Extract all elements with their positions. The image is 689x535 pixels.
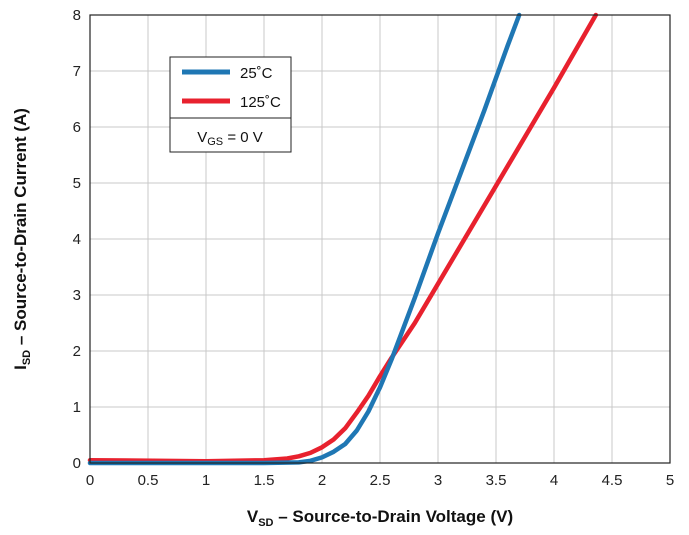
legend-label-125c: 125˚C bbox=[240, 94, 281, 111]
x-tick-label: 3 bbox=[434, 472, 442, 489]
x-axis-title-rest: – Source-to-Drain Voltage (V) bbox=[274, 507, 514, 526]
x-tick-label: 0.5 bbox=[138, 472, 159, 489]
series-line-125Cc bbox=[87, 12, 599, 464]
x-tick-label: 1 bbox=[202, 472, 210, 489]
plot-frame bbox=[89, 14, 671, 464]
y-tick-label: 6 bbox=[73, 119, 81, 136]
legend-condition: VGS = 0 V bbox=[197, 129, 263, 148]
x-tick-label: 5 bbox=[666, 472, 674, 489]
y-tick-labels: 0 1 2 3 4 5 6 7 8 bbox=[73, 7, 81, 472]
y-tick-label: 1 bbox=[73, 399, 81, 416]
x-tick-label: 2 bbox=[318, 472, 326, 489]
y-axis-title-rest: – Source-to-Drain Current (A) bbox=[11, 108, 30, 350]
x-tick-label: 4 bbox=[550, 472, 558, 489]
y-tick-label: 4 bbox=[73, 231, 81, 248]
x-tick-label: 1.5 bbox=[254, 472, 275, 489]
series-line-25Cc bbox=[87, 12, 522, 466]
x-tick-labels: 0 0.5 1 1.5 2 2.5 3 3.5 4 4.5 5 bbox=[86, 472, 674, 489]
y-tick-label: 7 bbox=[73, 63, 81, 80]
x-tick-label: 3.5 bbox=[486, 472, 507, 489]
x-axis-title: VSD – Source-to-Drain Voltage (V) bbox=[247, 507, 513, 529]
legend: 25˚C 125˚C VGS = 0 V bbox=[169, 56, 292, 153]
y-tick-label: 2 bbox=[73, 343, 81, 360]
x-axis-title-sub: SD bbox=[258, 517, 273, 529]
legend-condition-sub: GS bbox=[207, 136, 223, 148]
y-axis-title-main: I bbox=[11, 365, 30, 370]
x-tick-label: 2.5 bbox=[370, 472, 391, 489]
legend-condition-rest: = 0 V bbox=[223, 129, 263, 146]
y-tick-label: 0 bbox=[73, 455, 81, 472]
x-axis-title-main: V bbox=[247, 507, 259, 526]
y-tick-label: 8 bbox=[73, 7, 81, 24]
y-tick-label: 5 bbox=[73, 175, 81, 192]
legend-label-25c: 25˚C bbox=[240, 65, 273, 82]
x-tick-label: 0 bbox=[86, 472, 94, 489]
y-tick-label: 3 bbox=[73, 287, 81, 304]
series-lines bbox=[87, 12, 599, 466]
y-axis-title: ISD – Source-to-Drain Current (A) bbox=[11, 108, 33, 370]
x-tick-label: 4.5 bbox=[602, 472, 623, 489]
legend-condition-main: V bbox=[197, 129, 207, 146]
y-axis-title-group: ISD – Source-to-Drain Current (A) bbox=[11, 108, 33, 370]
y-axis-title-sub: SD bbox=[21, 350, 33, 365]
